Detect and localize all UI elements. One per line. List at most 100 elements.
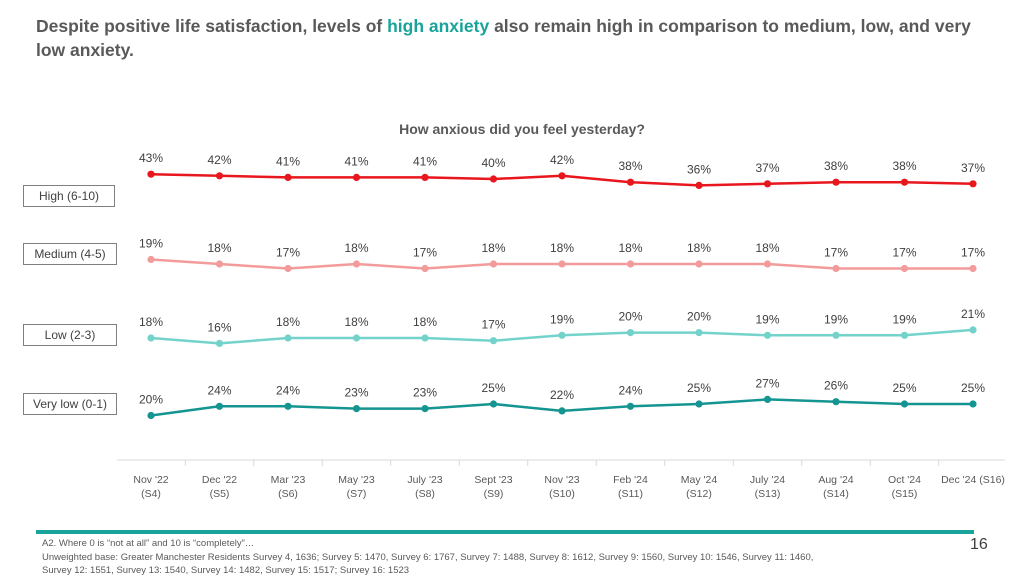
title-text-after: also remain high in comparison to medium…	[36, 16, 971, 60]
point-low-7	[626, 329, 635, 337]
data-label-very_low-11: 25%	[892, 381, 916, 395]
x-tick-label-11: Oct '24	[888, 474, 921, 486]
accent-divider	[36, 530, 974, 534]
point-very_low-8	[695, 400, 703, 408]
page-title: Despite positive life satisfaction, leve…	[36, 14, 996, 62]
point-very_low-5	[489, 400, 498, 408]
point-high-11	[900, 178, 909, 186]
x-tick-survey-3: (S7)	[347, 488, 367, 500]
data-label-high-6: 42%	[550, 153, 574, 167]
data-label-very_low-2: 24%	[276, 383, 300, 397]
point-medium-5	[489, 260, 498, 268]
point-high-6	[558, 172, 566, 180]
data-label-medium-12: 17%	[961, 246, 985, 260]
x-tick-survey-11: (S15)	[892, 488, 918, 500]
point-medium-12	[969, 264, 977, 273]
point-very_low-0	[147, 411, 155, 420]
point-low-6	[558, 331, 566, 339]
point-very_low-6	[558, 407, 566, 415]
point-very_low-7	[626, 402, 635, 410]
point-high-3	[352, 173, 361, 181]
data-label-medium-8: 18%	[687, 241, 711, 255]
data-label-high-9: 37%	[755, 161, 779, 175]
x-tick-survey-7: (S11)	[618, 488, 643, 500]
data-label-very_low-0: 20%	[139, 393, 163, 407]
x-tick-survey-0: (S4)	[141, 488, 161, 500]
data-label-low-12: 21%	[961, 307, 985, 321]
legend-low: Low (2-3)	[23, 324, 117, 346]
x-tick-label-2: Mar '23	[271, 474, 306, 486]
x-tick-label-8: May '24	[681, 474, 718, 486]
data-label-low-3: 18%	[344, 315, 368, 329]
data-label-very_low-7: 24%	[618, 383, 642, 397]
data-label-medium-6: 18%	[550, 241, 574, 255]
x-tick-survey-1: (S5)	[210, 488, 230, 500]
legend-label-very-low: Very low (0-1)	[32, 397, 108, 411]
data-label-high-1: 42%	[207, 153, 231, 167]
data-label-very_low-10: 26%	[824, 379, 848, 393]
point-medium-8	[695, 260, 703, 268]
point-very_low-3	[352, 405, 361, 413]
data-label-high-12: 37%	[961, 161, 985, 175]
point-low-0	[147, 334, 155, 342]
footnote-base-1: Unweighted base: Greater Manchester Resi…	[42, 551, 814, 563]
legend-high: High (6-10)	[23, 185, 115, 207]
data-label-low-7: 20%	[618, 310, 642, 324]
point-high-2	[284, 173, 292, 181]
point-medium-1	[215, 260, 224, 268]
data-label-high-11: 38%	[892, 159, 916, 173]
footnote: A2. Where 0 is “not at all” and 10 is “c…	[42, 537, 942, 578]
x-tick-label-10: Aug '24	[818, 474, 853, 486]
data-label-high-10: 38%	[824, 159, 848, 173]
data-label-very_low-12: 25%	[961, 381, 985, 395]
page-number: 16	[970, 536, 988, 553]
point-low-5	[489, 337, 498, 345]
point-high-5	[489, 175, 498, 183]
x-tick-label-1: Dec '22	[202, 474, 237, 486]
data-label-low-6: 19%	[550, 312, 574, 326]
data-label-high-4: 41%	[413, 154, 437, 168]
point-very_low-10	[832, 398, 840, 406]
point-high-12	[969, 180, 977, 188]
x-tick-survey-8: (S12)	[686, 488, 712, 500]
data-label-low-1: 16%	[207, 320, 231, 334]
data-label-high-0: 43%	[139, 151, 163, 165]
data-label-very_low-6: 22%	[550, 388, 574, 402]
data-label-medium-3: 18%	[344, 241, 368, 255]
point-very_low-9	[763, 395, 772, 403]
point-low-3	[352, 334, 361, 342]
x-tick-label-4: July '23	[407, 474, 442, 486]
data-label-medium-7: 18%	[618, 241, 642, 255]
x-tick-survey-6: (S10)	[549, 488, 575, 500]
point-very_low-11	[900, 400, 909, 408]
x-tick-label-12: Dec '24 (S16)	[941, 474, 1005, 486]
x-tick-survey-5: (S9)	[484, 488, 504, 500]
data-label-low-10: 19%	[824, 312, 848, 326]
data-label-low-8: 20%	[687, 310, 711, 324]
x-tick-label-5: Sept '23	[474, 474, 512, 486]
footnote-question: A2. Where 0 is “not at all” and 10 is “c…	[42, 538, 255, 549]
point-low-2	[284, 334, 292, 342]
data-label-medium-4: 17%	[413, 246, 437, 260]
point-very_low-12	[969, 400, 977, 408]
data-label-medium-2: 17%	[276, 246, 300, 260]
data-label-very_low-4: 23%	[413, 386, 437, 400]
legend-label-high: High (6-10)	[38, 189, 100, 203]
x-tick-survey-4: (S8)	[415, 488, 435, 500]
point-low-8	[695, 329, 703, 337]
data-label-medium-5: 18%	[481, 241, 505, 255]
data-label-medium-1: 18%	[207, 241, 231, 255]
data-label-medium-0: 19%	[139, 237, 163, 251]
point-medium-10	[832, 264, 840, 273]
legend-label-low: Low (2-3)	[44, 328, 96, 342]
data-label-high-8: 36%	[687, 162, 711, 176]
point-high-4	[421, 173, 429, 181]
x-tick-survey-2: (S6)	[278, 488, 298, 500]
point-high-9	[763, 180, 772, 188]
data-label-very_low-1: 24%	[207, 383, 231, 397]
point-very_low-4	[421, 405, 429, 413]
data-label-low-2: 18%	[276, 315, 300, 329]
data-label-high-5: 40%	[481, 156, 505, 170]
point-medium-3	[352, 260, 361, 268]
x-axis: Nov '22 (S4) Dec '22 (S5) Mar '23 (S6) May '23…	[133, 460, 1005, 500]
